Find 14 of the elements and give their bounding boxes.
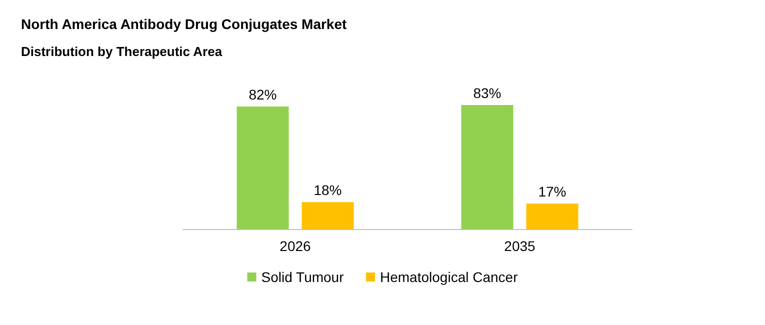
bar xyxy=(461,105,514,229)
data-label: 82% xyxy=(248,86,277,102)
bar xyxy=(526,204,578,229)
x-tick-label: 2026 xyxy=(280,238,312,254)
legend-label: Hematological Cancer xyxy=(380,269,518,285)
legend-label: Solid Tumour xyxy=(261,269,344,285)
chart-subtitle: Distribution by Therapeutic Area xyxy=(21,44,223,59)
chart-title: North America Antibody Drug Conjugates Market xyxy=(21,16,347,32)
x-tick-label: 2035 xyxy=(504,238,536,254)
data-label: 83% xyxy=(473,85,502,101)
data-label: 17% xyxy=(538,184,566,200)
bar xyxy=(302,202,354,229)
data-label: 18% xyxy=(314,182,342,198)
bar xyxy=(236,106,289,229)
